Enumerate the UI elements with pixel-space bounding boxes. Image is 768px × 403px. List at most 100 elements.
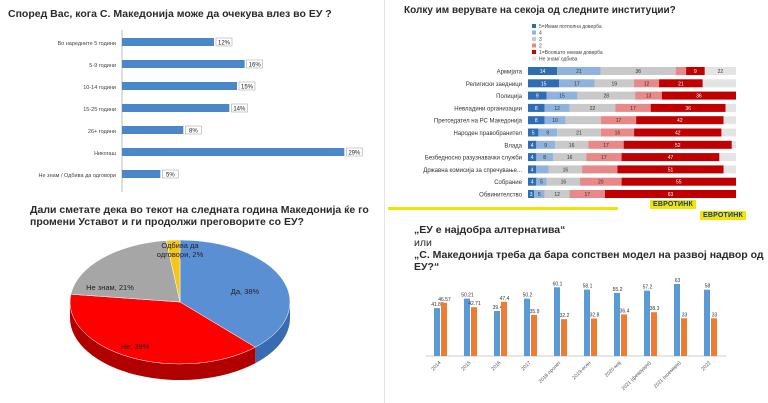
chart2-segment-label: 17 [584,192,590,198]
chart2-segment [557,67,601,75]
chart1-bar [122,38,214,46]
chart2-segment-label: 17 [574,81,580,87]
chart2-segment [528,116,545,125]
chart4-bar [674,284,680,356]
chart4-value-label: 46.57 [438,297,451,303]
chart2-segment-label: 14 [540,69,546,75]
chart2-segment [686,67,705,75]
chart3-slice [165,239,181,303]
chart4-value-label: 57.2 [643,285,653,291]
chart2-segment [528,153,537,162]
chart4-category-label: 2021 (ноември) [653,360,683,390]
chart4-value-label: 50.2 [523,293,533,299]
chart2-segment-label: 20 [598,180,604,186]
chart2-segment [704,67,736,75]
chart2-segment [528,165,537,174]
chart4-bar [501,301,507,356]
chart2-segment [528,177,537,186]
chart2-segment [636,116,724,125]
chart2-segment [634,128,722,137]
panel-divider [384,0,385,403]
chart4-category-label: 2015 [460,360,472,372]
chart2-segment [621,153,720,162]
chart2-legend-swatch [532,43,536,48]
chart4-title-line3: „С. Македонија треба да бара сопствен мо… [414,249,764,273]
chart2-segment [557,128,601,137]
chart2-segment-label: 4 [531,143,534,149]
chart2-segment [650,103,726,112]
chart4-category-label: 2021 (февруари) [621,360,653,392]
chart4-bar [711,318,717,356]
chart2-legend-label: 3 [539,37,542,43]
chart4-value-label: 58 [705,284,711,290]
chart2-segment-label: 9 [694,69,697,75]
chart2-segment-label: 22 [718,69,724,75]
chart2-legend-swatch [532,37,536,41]
chart4-value-label: 60.1 [553,281,563,287]
chart1-value-label: 5% [166,173,175,179]
chart2-segment [623,140,732,149]
chart1-value-label: 8% [189,129,198,135]
chart2-segment [569,103,616,112]
chart1-bar [122,148,345,156]
chart4-bar [704,289,710,356]
chart2-category-label: Безбедносно разузнавачки служби [425,156,522,162]
chart2-segment [725,103,736,112]
chart4-value-label: 50.21 [461,293,474,299]
chart2-segment [661,91,736,100]
chart2-segment-label: 15 [559,94,565,100]
chart2-segment [536,177,547,186]
chart1-category-label: 26+ години [88,129,116,135]
chart2-segment [534,190,545,198]
chart2-segment [600,116,637,125]
chart2-segment [580,177,622,186]
chart4-category-label: 2014 [430,360,442,372]
chart2-segment-label: 16 [569,143,575,149]
chart2-segment [565,116,601,125]
chart4-category-label: 2019-есен [571,360,592,381]
chart3-slice [70,240,181,303]
chart2-segment-label: 4 [531,167,534,173]
chart2-segment [528,190,535,198]
chart2-category-label: Армијата [497,70,523,76]
logo-yellow-line [388,207,618,210]
chart2-segment [615,103,651,112]
chart2-category-label: Полиција [496,94,522,100]
chart3-slice-side [70,302,256,380]
chart2-segment-label: 12 [644,81,650,87]
chart2-segment-label: 36 [635,69,641,75]
chart2-segment [617,165,724,174]
chart4-bar [531,314,537,356]
chart1-value-box [231,103,248,113]
chart2-category-label: Религиски заедници [466,82,522,88]
chart4-bar [681,318,687,356]
chart4-category-label: 2016 [490,360,502,372]
chart2-segment-label: 22 [590,106,596,112]
chart3-label: Не знам, 21% [86,283,134,292]
chart2-segment-label: 16 [567,155,573,161]
chart2-legend-swatch [532,24,536,28]
chart2-segment [528,128,539,137]
chart2-segment [555,140,589,149]
chart2-segment-label: 3 [530,192,533,198]
chart4-bar [561,319,567,356]
chart3-constitution-pie: Да, 38% Не, 39% Не знам, 21% Одбива даодгов… [69,239,291,380]
chart2-segment-label: 42 [675,131,681,137]
chart2-segment-label: 63 [668,192,674,198]
chart1-value-box [215,37,233,47]
chart2-category-label: Претседател на РС Македонија [434,119,523,125]
chart2-segment-label: 5 [532,131,535,137]
chart2-segment [536,140,556,149]
chart2-segment-label: 8 [543,155,546,161]
chart2-segment [719,153,736,162]
chart2-segment-label: 8 [535,118,538,124]
chart2-segment-label: 17 [616,118,622,124]
chart2-segment [552,153,587,162]
chart2-segment-label: 21 [576,69,582,75]
chart1-category-label: 10-14 години [83,85,116,91]
chart4-value-label: 47.4 [500,296,510,302]
chart2-legend-label: 4 [539,31,542,37]
chart4-bar [494,310,500,356]
chart1-value-box [162,169,179,179]
